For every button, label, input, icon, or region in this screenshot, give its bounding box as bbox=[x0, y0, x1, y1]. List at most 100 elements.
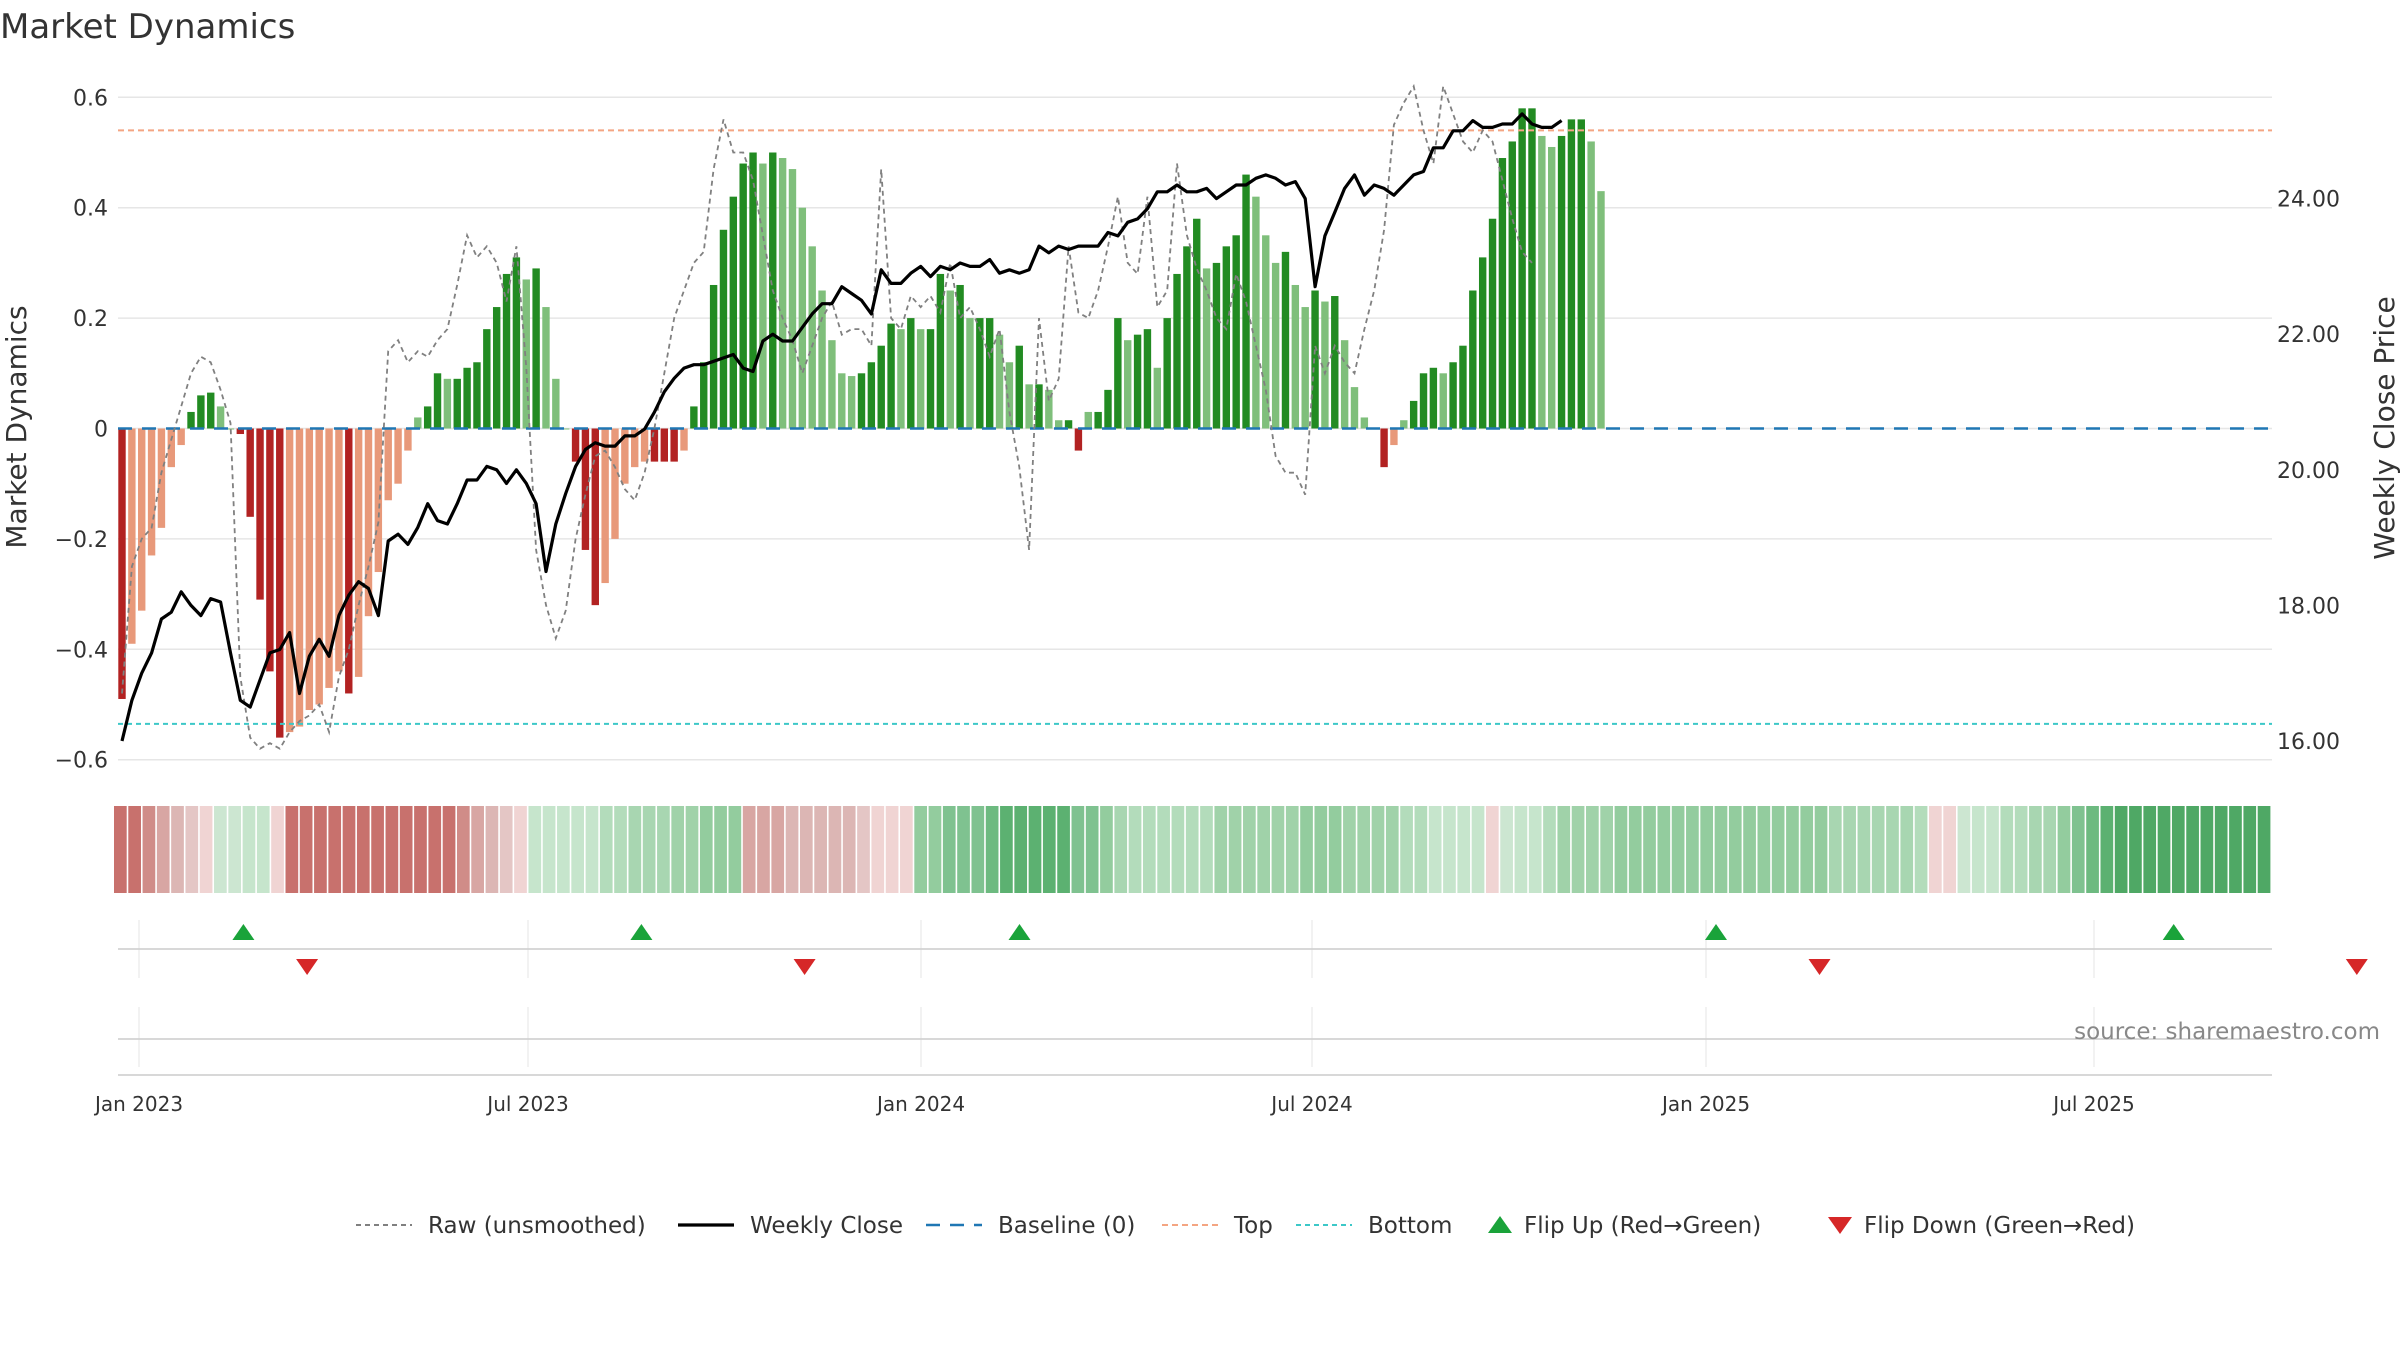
bars bbox=[118, 108, 1605, 738]
bar bbox=[295, 428, 304, 727]
flip-up-marker bbox=[232, 924, 255, 940]
y2-tick-label: 16.00 bbox=[2277, 730, 2340, 755]
axes: 0.6 0.4 0.2 0 −0.2 −0.4 −0.6 24.00 22.00 20.00 18.… bbox=[55, 86, 2340, 1116]
strip-cell bbox=[1871, 806, 1885, 893]
bar bbox=[1439, 373, 1447, 429]
bar bbox=[1577, 119, 1585, 429]
strip-cell bbox=[1428, 806, 1442, 893]
lines bbox=[118, 83, 2272, 750]
strip-cell bbox=[299, 806, 313, 893]
y2-tick-label: 20.00 bbox=[2277, 459, 2340, 484]
bar bbox=[1262, 235, 1270, 429]
strip-cell bbox=[1643, 806, 1656, 893]
bar bbox=[463, 367, 471, 429]
strip-cell bbox=[199, 806, 213, 893]
strip-cell bbox=[900, 806, 913, 893]
strip-cell bbox=[657, 806, 670, 893]
strip-cell bbox=[356, 806, 370, 893]
strip-cell bbox=[1014, 806, 1028, 893]
bar bbox=[1074, 428, 1083, 451]
strip-cell bbox=[1914, 806, 1928, 893]
strip-cell bbox=[1285, 806, 1299, 893]
strip-cell bbox=[128, 806, 141, 893]
bar bbox=[1331, 296, 1339, 429]
source-label: source: sharemaestro.com bbox=[2074, 1019, 2380, 1045]
strip-cell bbox=[1142, 806, 1156, 893]
strip-cell bbox=[642, 806, 656, 893]
strip-cell bbox=[571, 806, 585, 893]
strip-cell bbox=[771, 806, 785, 893]
strip-cell bbox=[142, 806, 156, 893]
bar bbox=[157, 428, 166, 528]
bar bbox=[571, 428, 580, 462]
strip-cell bbox=[1628, 806, 1642, 893]
bar bbox=[1409, 400, 1418, 429]
strip-cell bbox=[1214, 806, 1228, 893]
strip-cell bbox=[1828, 806, 1842, 893]
flip-down-marker bbox=[296, 959, 319, 975]
legend-label: Weekly Close bbox=[750, 1213, 903, 1239]
bar bbox=[818, 290, 826, 429]
strip-cell bbox=[728, 806, 742, 893]
strip-cell bbox=[1385, 806, 1399, 893]
bar bbox=[1271, 262, 1280, 429]
legend-label: Bottom bbox=[1368, 1213, 1452, 1239]
bar bbox=[562, 428, 570, 430]
bar bbox=[1528, 108, 1536, 429]
bar bbox=[256, 428, 264, 600]
strip-cell bbox=[628, 806, 642, 893]
strip-cell bbox=[1485, 806, 1499, 893]
strip-cell bbox=[1929, 806, 1942, 893]
strip-cell bbox=[1514, 806, 1528, 893]
strip-cell bbox=[1085, 806, 1099, 893]
bar bbox=[246, 428, 254, 517]
strip-cell bbox=[971, 806, 985, 893]
y-tick-label: 0.6 bbox=[73, 86, 108, 111]
bar bbox=[1173, 273, 1181, 429]
flip-down-marker bbox=[1808, 959, 1831, 975]
strip-cell bbox=[1757, 806, 1771, 893]
bar bbox=[601, 428, 609, 584]
strip-cell bbox=[485, 806, 499, 893]
bar bbox=[266, 428, 274, 672]
y2-axis-label: Weekly Close Price bbox=[2368, 296, 2400, 559]
legend-item-baseline: Baseline (0) bbox=[926, 1213, 1135, 1239]
bar bbox=[680, 428, 688, 451]
bar bbox=[1498, 158, 1507, 429]
bar bbox=[729, 196, 738, 429]
bar bbox=[315, 428, 323, 705]
strip-cell bbox=[1957, 806, 1971, 893]
bar bbox=[759, 163, 767, 429]
bar bbox=[335, 428, 343, 672]
strip-cell bbox=[1614, 806, 1628, 893]
bar bbox=[936, 273, 945, 429]
strip-cell bbox=[114, 806, 127, 893]
bar bbox=[542, 307, 550, 429]
bar bbox=[1281, 251, 1290, 429]
bar bbox=[1429, 367, 1438, 429]
bar bbox=[276, 428, 284, 738]
strip-cell bbox=[399, 806, 413, 893]
strip-cell bbox=[1371, 806, 1385, 893]
strip-cell bbox=[442, 806, 456, 893]
strip-cell bbox=[1900, 806, 1914, 893]
bar bbox=[1548, 146, 1556, 429]
bar bbox=[1143, 329, 1152, 429]
y-tick-label: −0.4 bbox=[55, 638, 108, 663]
bar bbox=[1064, 420, 1073, 429]
strip-cell bbox=[1600, 806, 1613, 893]
strip-cell bbox=[2243, 806, 2257, 893]
strip-cell bbox=[1400, 806, 1413, 893]
strip-cell bbox=[1171, 806, 1185, 893]
y-tick-label: 0 bbox=[94, 418, 108, 443]
bar bbox=[532, 268, 540, 429]
bar bbox=[167, 428, 175, 468]
strip-cell bbox=[385, 806, 399, 893]
bar bbox=[147, 428, 156, 556]
strip-cell bbox=[2071, 806, 2085, 893]
strip-cell bbox=[1986, 806, 1999, 893]
strip-cell bbox=[2143, 806, 2157, 893]
strip-cell bbox=[214, 806, 227, 893]
grid-lines bbox=[118, 96, 2272, 1076]
strip-cell bbox=[499, 806, 513, 893]
